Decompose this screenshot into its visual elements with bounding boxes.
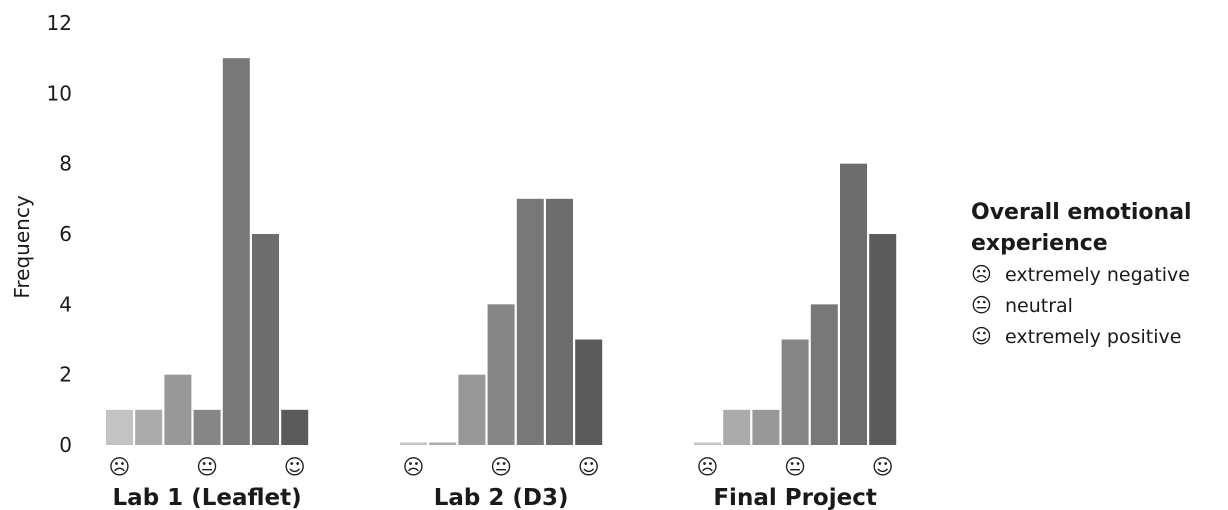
y-axis-label: Frequency <box>10 195 34 298</box>
panel-title: Lab 2 (D3) <box>434 485 569 510</box>
legend-title-line1: Overall emotional <box>971 200 1192 225</box>
panel-title: Lab 1 (Leaflet) <box>113 485 302 510</box>
neutral-face-icon: 😐 <box>971 293 992 317</box>
bar <box>193 409 221 445</box>
legend-item-negative: ☹ extremely negative <box>971 259 1226 290</box>
legend-label-positive: extremely positive <box>1005 326 1182 348</box>
bar <box>458 374 486 445</box>
x-tick-face-icon: ☹ <box>403 455 425 479</box>
x-tick-face-icon: ☺ <box>284 455 306 479</box>
bar <box>694 442 721 445</box>
x-tick-face-icon: 😐 <box>490 455 512 479</box>
y-tick-label: 2 <box>59 363 72 387</box>
bar <box>869 234 897 445</box>
bar <box>106 409 133 445</box>
x-tick-face-icon: ☹ <box>697 455 719 479</box>
legend-item-neutral: 😐 neutral <box>971 290 1226 321</box>
bar <box>723 409 751 445</box>
bar <box>546 198 573 445</box>
legend-item-positive: ☺ extremely positive <box>971 321 1226 352</box>
y-tick-label: 4 <box>59 292 72 316</box>
bar <box>752 409 780 445</box>
x-tick-face-icon: ☹ <box>109 455 131 479</box>
panel-title: Final Project <box>713 485 877 510</box>
bar <box>135 409 163 445</box>
y-tick-label: 8 <box>59 152 72 176</box>
y-tick-label: 0 <box>59 433 72 457</box>
bar <box>222 58 250 446</box>
legend-label-neutral: neutral <box>1005 295 1073 317</box>
y-tick-label: 10 <box>47 81 72 105</box>
legend: Overall emotional experience ☹ extremely … <box>971 197 1226 352</box>
bar <box>164 374 192 445</box>
bar <box>252 234 279 445</box>
x-tick-face-icon: 😐 <box>196 455 218 479</box>
x-tick-face-icon: ☺ <box>578 455 600 479</box>
bar <box>400 442 427 445</box>
bar <box>575 339 603 445</box>
legend-title-line2: experience <box>971 231 1108 256</box>
x-tick-face-icon: ☺ <box>872 455 894 479</box>
y-tick-label: 6 <box>59 222 72 246</box>
bar <box>429 442 457 445</box>
x-tick-face-icon: 😐 <box>784 455 806 479</box>
bar <box>810 304 838 445</box>
bar <box>487 304 515 445</box>
bar <box>840 163 867 445</box>
y-tick-label: 12 <box>47 11 72 35</box>
legend-label-negative: extremely negative <box>1005 264 1190 286</box>
frown-icon: ☹ <box>971 262 992 286</box>
bar <box>781 339 809 445</box>
bar <box>516 198 544 445</box>
smile-icon: ☺ <box>971 324 992 348</box>
bar <box>281 409 309 445</box>
